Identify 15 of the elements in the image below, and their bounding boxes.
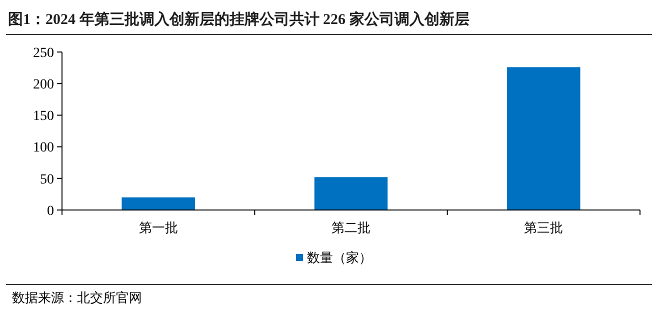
chart-title: 图1：2024 年第三批调入创新层的挂牌公司共计 226 家公司调入创新层: [8, 10, 470, 28]
y-tick-label: 50: [40, 172, 54, 188]
bar: [314, 177, 388, 210]
y-tick-label: 100: [33, 140, 54, 156]
legend-label: 数量（家）: [307, 250, 372, 265]
y-tick-label: 200: [33, 78, 54, 92]
y-tick-label: 150: [33, 109, 54, 124]
y-tick-label: 0: [47, 204, 54, 219]
y-tick-label: 250: [33, 46, 54, 61]
bar: [122, 197, 195, 210]
source-note: 数据来源：北交所官网: [12, 290, 142, 305]
bar: [507, 67, 580, 210]
x-tick-label: 第一批: [138, 220, 178, 235]
x-tick-label: 第三批: [524, 220, 564, 235]
x-tick-label: 第二批: [332, 220, 370, 235]
